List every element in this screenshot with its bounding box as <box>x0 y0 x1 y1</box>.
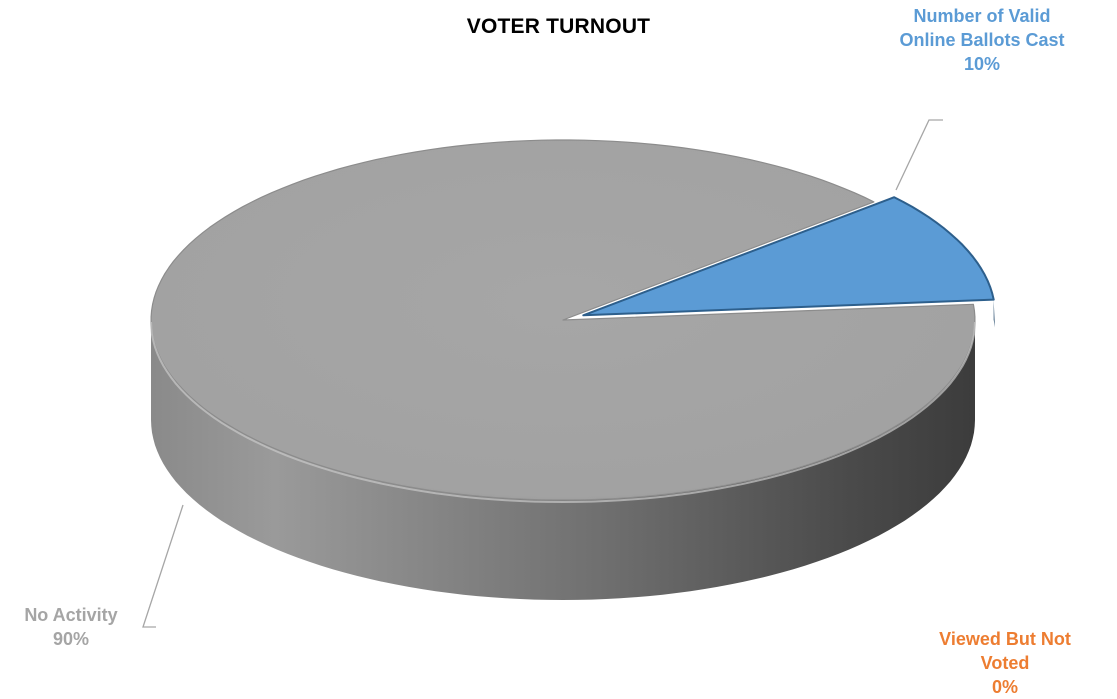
pie-slice-edge <box>993 299 995 328</box>
slice-name-line: Number of Valid <box>913 6 1051 26</box>
data-label-no-activity: No Activity 90% <box>0 603 142 651</box>
leader-line-valid-ballots <box>895 119 943 191</box>
slice-name-line: No Activity <box>24 605 118 625</box>
pie-rim-highlight <box>150 321 976 504</box>
slice-name-line: Online Ballots Cast <box>899 30 1065 50</box>
pie-slice-top <box>582 196 995 317</box>
data-label-viewed-not-voted: Viewed But Not Voted 0% <box>920 627 1090 699</box>
chart-title: VOTER TURNOUT <box>466 15 651 38</box>
pie-slice-top <box>150 139 976 501</box>
slice-value: 90% <box>52 629 90 649</box>
leader-line-no-activity <box>142 504 184 628</box>
slice-name-line: Viewed But Not <box>939 629 1071 649</box>
data-label-valid-ballots: Number of Valid Online Ballots Cast 10% <box>865 4 1099 76</box>
slice-value: 10% <box>963 54 1001 74</box>
slice-value: 0% <box>991 677 1018 697</box>
pie-slice-side <box>151 320 975 600</box>
slice-name-line: Voted <box>980 653 1030 673</box>
